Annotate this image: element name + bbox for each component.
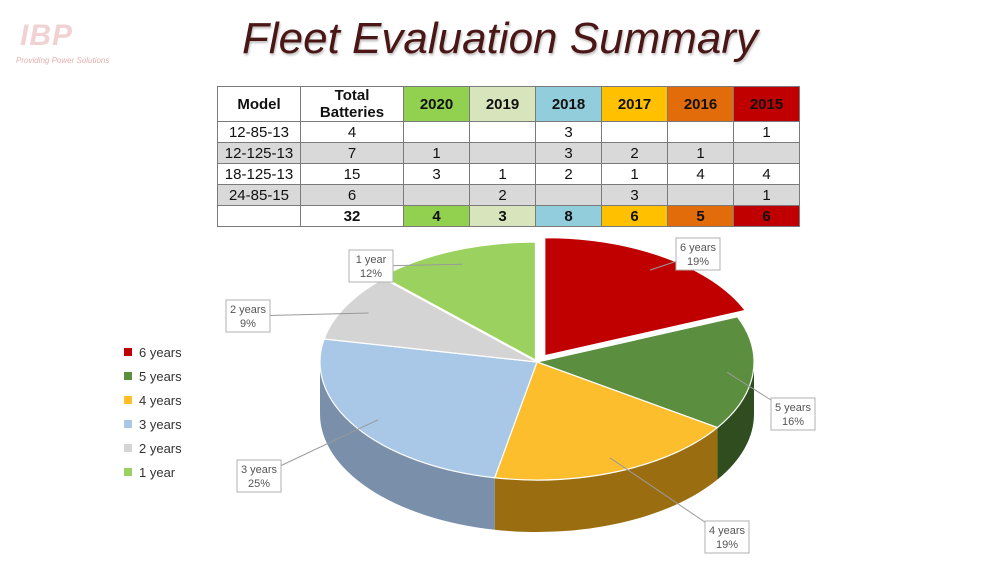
data-label-box bbox=[770, 397, 816, 431]
data-label-category: 1 year bbox=[356, 254, 387, 266]
legend-label: 6 years bbox=[139, 344, 182, 360]
data-label-percent: 16% bbox=[782, 416, 804, 428]
table-cell: 6 bbox=[300, 184, 404, 206]
table-total-cell: 6 bbox=[601, 205, 668, 227]
data-label-box bbox=[704, 520, 750, 554]
data-label-category: 3 years bbox=[241, 464, 278, 476]
legend-item: 1 year bbox=[124, 460, 182, 484]
data-label-box bbox=[225, 299, 271, 333]
table-cell bbox=[667, 184, 734, 206]
legend-swatch bbox=[124, 396, 132, 404]
header-year-2015: 2015 bbox=[733, 86, 800, 122]
table-total-cell: 6 bbox=[733, 205, 800, 227]
table-cell: 1 bbox=[733, 184, 800, 206]
legend-label: 2 years bbox=[139, 440, 182, 456]
logo-text: IBP bbox=[20, 19, 74, 52]
data-label-percent: 12% bbox=[360, 268, 382, 280]
page-title: Fleet Evaluation Summary bbox=[242, 14, 758, 63]
table-cell: 2 bbox=[469, 184, 536, 206]
data-label-category: 6 years bbox=[680, 242, 717, 254]
data-label-percent: 25% bbox=[248, 478, 270, 490]
pie-slice-side bbox=[494, 427, 718, 532]
legend-item: 4 years bbox=[124, 388, 182, 412]
chart-legend: 6 years 5 years 4 years 3 years 2 years 1 yea… bbox=[124, 340, 182, 484]
pie-slice-side bbox=[320, 362, 495, 530]
header-year-2018: 2018 bbox=[535, 86, 602, 122]
table-total-cell: 4 bbox=[403, 205, 470, 227]
legend-swatch bbox=[124, 444, 132, 452]
legend-item: 3 years bbox=[124, 412, 182, 436]
legend-swatch bbox=[124, 468, 132, 476]
table-cell: 1 bbox=[403, 142, 470, 164]
data-label-category: 5 years bbox=[775, 402, 812, 414]
pie-slice bbox=[319, 338, 538, 479]
table-cell bbox=[733, 142, 800, 164]
data-label-box bbox=[675, 237, 721, 271]
logo-tagline: Providing Power Solutions bbox=[16, 56, 110, 65]
legend-swatch bbox=[124, 420, 132, 428]
table-cell bbox=[535, 184, 602, 206]
header-year-2019: 2019 bbox=[469, 86, 536, 122]
legend-label: 4 years bbox=[139, 392, 182, 408]
table-total-cell: 5 bbox=[667, 205, 734, 227]
data-label-category: 2 years bbox=[230, 304, 267, 316]
pie-slice bbox=[493, 361, 719, 481]
fleet-table: Model Total Batteries 2020 2019 2018 201… bbox=[217, 86, 800, 227]
legend-label: 5 years bbox=[139, 368, 182, 384]
table-header-row: Model Total Batteries 2020 2019 2018 201… bbox=[217, 86, 800, 122]
table-cell: 3 bbox=[535, 142, 602, 164]
company-logo: IBP Providing Power Solutions bbox=[12, 14, 122, 65]
table-cell: 24-85-15 bbox=[217, 184, 301, 206]
header-year-2020: 2020 bbox=[403, 86, 470, 122]
data-label-percent: 9% bbox=[240, 318, 256, 330]
pie-slice-side bbox=[717, 362, 754, 480]
data-label-box bbox=[236, 459, 282, 493]
data-label-category: 4 years bbox=[709, 525, 746, 537]
table-total-cell: 3 bbox=[469, 205, 536, 227]
data-label-box bbox=[348, 249, 394, 283]
data-label-percent: 19% bbox=[716, 539, 738, 551]
header-year-2016: 2016 bbox=[667, 86, 734, 122]
table-total-row: 32 4 3 8 6 5 6 bbox=[217, 205, 800, 227]
data-label-percent: 19% bbox=[687, 256, 709, 268]
table-row: 12-85-13 4 3 1 bbox=[217, 121, 800, 143]
pie-slice bbox=[544, 237, 747, 357]
legend-item: 6 years bbox=[124, 340, 182, 364]
table-total-cell: 32 bbox=[300, 205, 404, 227]
table-total-cell: 8 bbox=[535, 205, 602, 227]
legend-label: 3 years bbox=[139, 416, 182, 432]
legend-swatch bbox=[124, 348, 132, 356]
legend-item: 5 years bbox=[124, 364, 182, 388]
pie-slice bbox=[534, 316, 755, 429]
legend-label: 1 year bbox=[139, 464, 176, 480]
header-total: Total Batteries bbox=[300, 86, 404, 122]
table-row: 24-85-15 6 2 3 1 bbox=[217, 184, 800, 206]
legend-item: 2 years bbox=[124, 436, 182, 460]
legend-swatch bbox=[124, 372, 132, 380]
header-model: Model bbox=[217, 86, 301, 122]
